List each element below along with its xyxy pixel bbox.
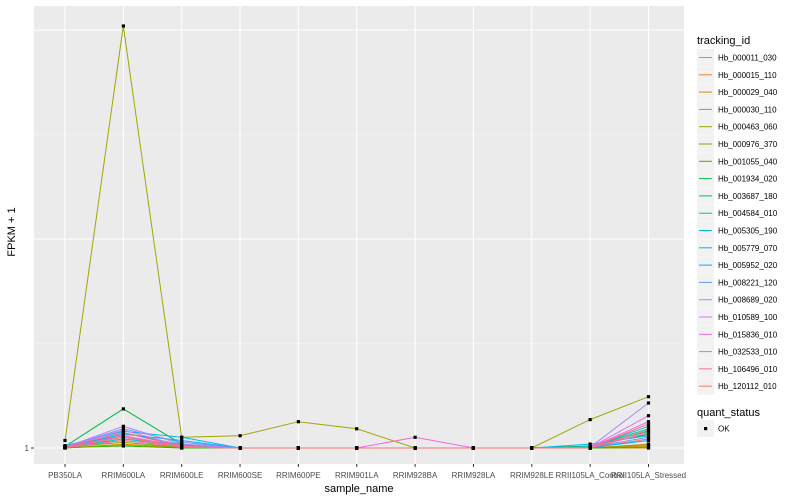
data-point: [63, 438, 67, 443]
data-point: [180, 438, 184, 443]
shape-legend-items: OK: [697, 420, 730, 437]
legend-label: Hb_005779_070: [718, 244, 778, 253]
legend-label: Hb_000015_110: [718, 71, 777, 80]
shape-legend-label: OK: [718, 425, 730, 434]
data-point: [63, 445, 67, 449]
data-point: [121, 407, 125, 411]
x-tick-label: RRIM600LE: [160, 471, 204, 480]
legend-label: Hb_000011_030: [718, 54, 777, 63]
legend-label: Hb_106496_010: [718, 365, 778, 374]
data-point: [646, 431, 651, 435]
data-point: [646, 428, 651, 432]
data-point: [180, 445, 184, 449]
data-point: [646, 424, 651, 428]
shape-legend-title: quant_status: [697, 407, 760, 419]
data-point: [646, 420, 651, 424]
legend-label: Hb_005305_190: [718, 227, 778, 236]
legend-label: Hb_120112_010: [718, 382, 777, 391]
x-axis-ticks: PB350LA RRIM600LA RRIM600LE RRIM600SE RRIM60…: [48, 464, 686, 480]
x-tick-label: RRIM901LA: [335, 471, 379, 480]
data-point: [121, 444, 125, 448]
y-axis-ticks: 1: [25, 444, 34, 453]
x-tick-label: RRIM928BA: [393, 471, 438, 480]
data-point: [121, 24, 125, 28]
data-point: [413, 435, 417, 439]
legend-label: Hb_015836_010: [718, 330, 778, 339]
data-point: [121, 424, 125, 428]
legend-label: Hb_000463_060: [718, 123, 778, 132]
legend-label: Hb_032533_010: [718, 348, 778, 357]
x-tick-label: RRIM600SE: [218, 471, 262, 480]
data-point: [180, 440, 184, 444]
data-point: [296, 420, 300, 424]
data-point: [121, 440, 125, 444]
data-point: [588, 442, 592, 446]
data-point: [121, 431, 125, 435]
data-point: [355, 446, 359, 450]
data-point: [355, 427, 359, 431]
data-point: [646, 435, 651, 439]
data-point: [646, 395, 651, 399]
shape-legend-point: [704, 427, 708, 431]
legend-label: Hb_008221_120: [718, 278, 778, 287]
legend-label: Hb_000029_040: [718, 88, 778, 97]
data-point: [180, 435, 184, 439]
data-points: [63, 24, 651, 450]
legend-label: Hb_005952_020: [718, 261, 778, 270]
data-point: [646, 422, 651, 426]
grid-lines: [34, 6, 684, 464]
legend-items: Hb_000011_030 Hb_000015_110 Hb_000029_040 H…: [697, 49, 778, 395]
data-point: [646, 414, 651, 418]
data-point: [121, 435, 125, 439]
x-tick-label: RRIM928LE: [510, 471, 554, 480]
data-point: [180, 442, 184, 446]
x-tick-label: RRII105LA_Stressed: [611, 471, 686, 480]
legend-label: Hb_001934_020: [718, 175, 778, 184]
legend-label: Hb_000976_370: [718, 140, 778, 149]
x-tick-label: RRIM600PE: [276, 471, 320, 480]
legend-label: Hb_010589_100: [718, 313, 778, 322]
legend-label: Hb_003687_180: [718, 192, 778, 201]
data-point: [238, 446, 242, 450]
data-point: [296, 446, 300, 450]
x-tick-label: RRIM928LA: [452, 471, 496, 480]
data-point: [471, 446, 475, 450]
legend-label: Hb_004584_010: [718, 209, 778, 218]
data-point: [530, 446, 534, 450]
y-tick-label: 1: [25, 444, 30, 453]
data-point: [413, 446, 417, 450]
data-point: [121, 428, 125, 432]
data-point: [646, 438, 651, 443]
legend-title: tracking_id: [697, 35, 750, 47]
data-point: [588, 446, 592, 450]
legend-label: Hb_001055_040: [718, 157, 778, 166]
x-tick-label: RRIM600LA: [102, 471, 146, 480]
legend-label: Hb_000030_110: [718, 105, 777, 114]
x-axis-title: sample_name: [324, 483, 393, 495]
data-point: [588, 418, 592, 422]
data-point: [646, 443, 651, 447]
data-point: [646, 401, 651, 405]
y-axis-title: FPKM + 1: [6, 207, 18, 256]
legend-label: Hb_008689_020: [718, 296, 778, 305]
data-point: [121, 438, 125, 443]
x-tick-label: RRII105LA_Control: [555, 471, 625, 480]
legend: tracking_id Hb_000011_030Hb_000015_110Hb…: [697, 35, 778, 437]
data-point: [646, 445, 651, 449]
data-point: [238, 434, 242, 438]
plot-panel: [34, 6, 684, 464]
x-tick-label: PB350LA: [48, 471, 82, 480]
